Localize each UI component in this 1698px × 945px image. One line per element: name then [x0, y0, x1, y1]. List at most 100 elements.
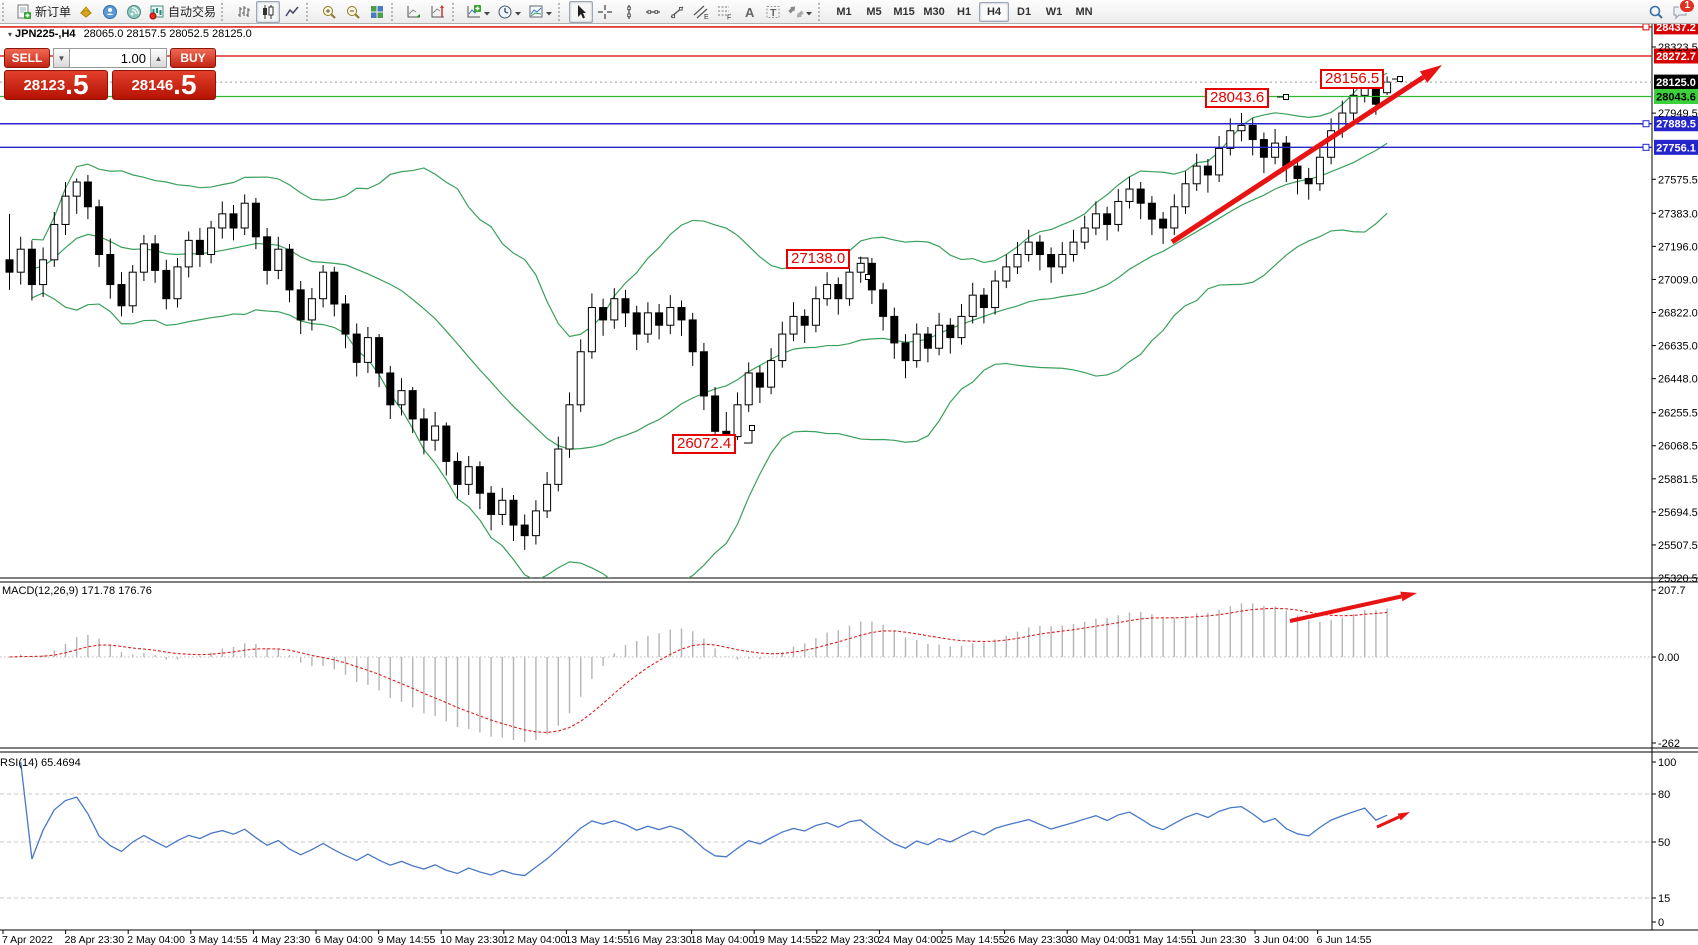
- time-axis-label: 28 Apr 23:30: [65, 934, 125, 945]
- indicators-button[interactable]: [463, 1, 494, 23]
- timeframe-mn-button[interactable]: MN: [1075, 5, 1093, 18]
- chevron-down-icon[interactable]: [806, 3, 813, 21]
- timeframe-m15-button[interactable]: M15: [893, 5, 915, 18]
- timeframe-w1-button[interactable]: W1: [1045, 5, 1063, 18]
- timeframe-h1-button[interactable]: H1: [957, 5, 972, 18]
- timeframe-m1-button[interactable]: M1: [836, 5, 852, 18]
- line-handle[interactable]: [1642, 143, 1650, 151]
- time-axis-label: 16 May 23:30: [628, 934, 692, 945]
- price-annotation[interactable]: 26072.4: [672, 434, 737, 454]
- candle-body: [218, 213, 227, 229]
- volume-decrease-button[interactable]: ▼: [53, 48, 70, 68]
- signal-icon: [127, 4, 142, 19]
- price-annotation[interactable]: 27138.0: [786, 249, 851, 269]
- price-tick-label: 26255.5: [1658, 408, 1698, 420]
- collapse-arrow-icon[interactable]: ▾: [8, 30, 13, 39]
- periods-button[interactable]: [494, 1, 525, 23]
- chevron-down-icon[interactable]: [515, 3, 522, 21]
- zoom-out-icon: [347, 5, 360, 19]
- trendline-button[interactable]: [665, 1, 689, 23]
- line-handle[interactable]: [1642, 120, 1650, 128]
- sell-price-big-digit: .5: [65, 70, 89, 100]
- annotation-handle[interactable]: [1283, 94, 1289, 100]
- fibo-icon: F: [718, 6, 731, 20]
- candle-body: [845, 271, 854, 300]
- rsi-axis-label: 80: [1658, 789, 1670, 801]
- sell-button[interactable]: SELL: [4, 48, 50, 68]
- equidistant-channel-button[interactable]: E: [689, 1, 713, 23]
- line-chart-mode-button[interactable]: [280, 1, 304, 23]
- autotrading-button[interactable]: 自动交易: [146, 1, 219, 23]
- buy-button[interactable]: BUY: [170, 48, 216, 68]
- time-axis-label: 6 Jun 14:55: [1317, 934, 1372, 945]
- candle-body: [83, 181, 92, 208]
- rsi-label: RSI(14) 65.4694: [0, 757, 81, 769]
- annotation-handle[interactable]: [865, 274, 871, 280]
- auto-scroll-button[interactable]: [402, 1, 426, 23]
- zoom-out-button[interactable]: [341, 1, 365, 23]
- annotation-handle[interactable]: [749, 425, 755, 431]
- timeframe-h4-button[interactable]: H4: [979, 1, 1010, 22]
- new-order-button[interactable]: 新订单: [13, 1, 74, 23]
- sell-price-box[interactable]: 28123.5: [4, 70, 108, 100]
- zoom-in-button[interactable]: [317, 1, 341, 23]
- candle-body: [464, 466, 473, 485]
- trend-arrow[interactable]: [1170, 74, 1425, 245]
- symbol-title: JPN225-,H4: [15, 28, 76, 40]
- candle-body: [621, 298, 630, 314]
- search-button[interactable]: [1644, 1, 1668, 23]
- volume-increase-button[interactable]: ▲: [150, 48, 167, 68]
- notifications-button[interactable]: 1: [1668, 0, 1695, 23]
- horizontal-line-button[interactable]: [641, 1, 665, 23]
- chart-shift-button[interactable]: [426, 1, 450, 23]
- timeframe-d1-button[interactable]: D1: [1017, 5, 1032, 18]
- templates-button[interactable]: [525, 1, 556, 23]
- trend-arrow[interactable]: [1289, 594, 1402, 623]
- bar-chart-mode-button[interactable]: [232, 1, 256, 23]
- buy-price-box[interactable]: 28146.5: [112, 70, 216, 100]
- price-badge-text: 28125.0: [1656, 77, 1696, 89]
- line-icon: [285, 6, 299, 16]
- trend-arrow-head[interactable]: [1400, 591, 1417, 602]
- trend-arrow-head[interactable]: [1419, 65, 1442, 83]
- candle-body: [363, 337, 372, 363]
- time-axis-label: 10 May 23:30: [440, 934, 504, 945]
- cursor-button[interactable]: [569, 0, 594, 23]
- text-label-button[interactable]: T: [761, 1, 785, 23]
- signals-button[interactable]: [122, 1, 146, 23]
- candle-chart-mode-button[interactable]: [256, 0, 281, 23]
- line-handle[interactable]: [1642, 24, 1650, 31]
- timeframe-m5-button[interactable]: M5: [866, 5, 882, 18]
- candle-body: [1159, 218, 1168, 229]
- candle-body: [307, 298, 316, 321]
- candle-body: [755, 372, 764, 388]
- volume-input[interactable]: [70, 48, 150, 68]
- candle-body: [733, 404, 742, 438]
- chevron-down-icon[interactable]: [484, 3, 491, 21]
- timeframe-m30-button[interactable]: M30: [923, 5, 945, 18]
- buy-price-big-digit: .5: [173, 70, 197, 100]
- vertical-line-button[interactable]: [617, 1, 641, 23]
- candle-body: [946, 324, 955, 339]
- candle-body: [184, 239, 193, 268]
- tile-windows-button[interactable]: [365, 1, 389, 23]
- macd-axis-label: 207.7: [1658, 585, 1686, 597]
- price-annotation[interactable]: 28043.6: [1205, 88, 1270, 108]
- metaeditor-button[interactable]: [74, 1, 98, 23]
- crosshair-button[interactable]: [593, 1, 617, 23]
- fibonacci-button[interactable]: F: [713, 1, 737, 23]
- chevron-down-icon[interactable]: [546, 3, 553, 21]
- macd-signal-line: [9, 607, 1388, 733]
- price-annotation[interactable]: 28156.5: [1320, 69, 1385, 89]
- arrows-button[interactable]: [785, 1, 816, 23]
- community-button[interactable]: [98, 1, 122, 23]
- macd-axis-label: -262: [1658, 738, 1680, 750]
- candle-body: [543, 483, 552, 512]
- candle-body: [1192, 165, 1201, 185]
- text-button[interactable]: A: [737, 1, 761, 23]
- annotation-handle[interactable]: [1397, 76, 1403, 82]
- trend-arrow-head[interactable]: [1397, 812, 1410, 821]
- candle-body: [139, 243, 148, 273]
- trend-arrow[interactable]: [1376, 815, 1400, 829]
- search-icon: [1649, 5, 1663, 19]
